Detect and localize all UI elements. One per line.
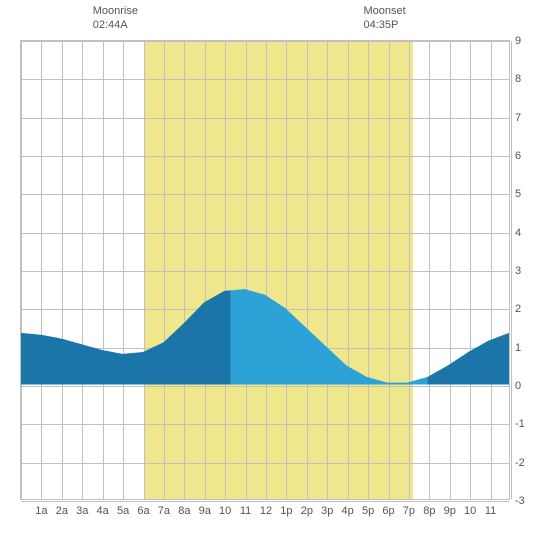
x-tick: 7a xyxy=(158,505,170,517)
y-tick: 7 xyxy=(515,112,521,124)
x-tick: 9p xyxy=(444,505,456,517)
y-tick: 2 xyxy=(515,303,521,315)
x-tick: 8a xyxy=(178,505,190,517)
x-tick: 7p xyxy=(403,505,415,517)
x-tick: 1a xyxy=(35,505,47,517)
plot-area: 1a2a3a4a5a6a7a8a9a1011121p2p3p4p5p6p7p8p… xyxy=(20,40,510,500)
y-tick: -3 xyxy=(515,495,525,507)
y-tick: 5 xyxy=(515,188,521,200)
moonset-label: Moonset 04:35P xyxy=(364,4,406,33)
grid-h xyxy=(21,501,509,502)
x-tick: 3a xyxy=(76,505,88,517)
x-tick: 12 xyxy=(260,505,272,517)
y-tick: 0 xyxy=(515,380,521,392)
y-tick: 3 xyxy=(515,265,521,277)
y-tick: 4 xyxy=(515,227,521,239)
x-tick: 10 xyxy=(219,505,231,517)
moonset-time: 04:35P xyxy=(364,18,406,32)
x-tick: 4a xyxy=(97,505,109,517)
x-tick: 9a xyxy=(199,505,211,517)
y-tick: 8 xyxy=(515,73,521,85)
x-tick: 5a xyxy=(117,505,129,517)
x-tick: 11 xyxy=(240,505,251,517)
moonset-title: Moonset xyxy=(364,4,406,18)
x-tick: 6p xyxy=(382,505,394,517)
tide-area-dark-right xyxy=(428,333,509,385)
x-tick: 8p xyxy=(423,505,435,517)
y-tick: -1 xyxy=(515,418,525,430)
grid-v xyxy=(511,41,512,499)
x-tick: 2p xyxy=(301,505,313,517)
x-tick: 10 xyxy=(464,505,476,517)
chart-svg xyxy=(21,41,509,499)
y-tick: 6 xyxy=(515,150,521,162)
x-tick: 6a xyxy=(137,505,149,517)
x-tick: 5p xyxy=(362,505,374,517)
y-tick: -2 xyxy=(515,457,525,469)
moonrise-title: Moonrise xyxy=(93,4,138,18)
x-tick: 3p xyxy=(321,505,333,517)
moonrise-label: Moonrise 02:44A xyxy=(93,4,138,33)
tide-area-dark-left xyxy=(21,290,230,384)
x-tick: 4p xyxy=(342,505,354,517)
moonrise-time: 02:44A xyxy=(93,18,138,32)
x-tick: 11 xyxy=(485,505,496,517)
x-tick: 2a xyxy=(56,505,68,517)
y-tick: 1 xyxy=(515,342,521,354)
y-tick: 9 xyxy=(515,35,521,47)
x-tick: 1p xyxy=(280,505,292,517)
tide-chart: Moonrise 02:44A Moonset 04:35P 1a2a3a4a5… xyxy=(10,10,540,540)
